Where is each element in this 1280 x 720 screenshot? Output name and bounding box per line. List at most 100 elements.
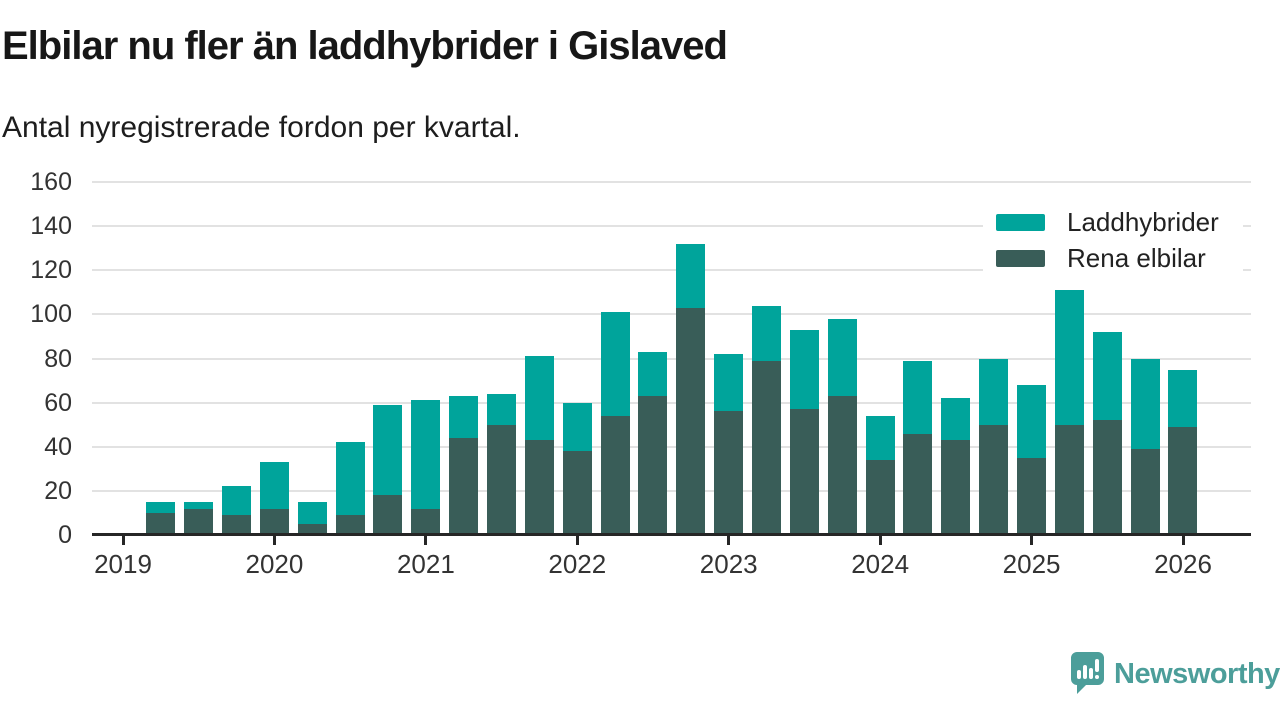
- bar-laddhybrider: [600, 312, 630, 416]
- bar-laddhybrider: [752, 305, 782, 361]
- bar-laddhybrider: [335, 442, 365, 516]
- x-axis-tick: [424, 536, 428, 545]
- gridline-y-120: [92, 269, 1251, 272]
- y-axis-label: 60: [44, 388, 72, 417]
- bar-laddhybrider: [714, 354, 744, 412]
- gridline-y-160: [92, 181, 1251, 183]
- bar-rena-elbilar: [222, 515, 252, 535]
- x-axis-tick: [878, 536, 882, 545]
- bar-rena-elbilar: [449, 437, 479, 535]
- bar-laddhybrider: [297, 501, 327, 524]
- y-axis-label: 120: [30, 256, 72, 285]
- bar-laddhybrider: [449, 396, 479, 438]
- bar-rena-elbilar: [184, 508, 214, 535]
- bar-rena-elbilar: [1168, 426, 1198, 535]
- bar-rena-elbilar: [1130, 448, 1160, 535]
- bar-rena-elbilar: [789, 409, 819, 535]
- x-axis-tick: [1030, 536, 1034, 545]
- bar-laddhybrider: [979, 358, 1009, 425]
- newsworthy-brand-text: Newsworthy: [1114, 658, 1280, 690]
- x-axis-tick: [121, 536, 125, 545]
- y-axis-label: 140: [30, 212, 72, 241]
- bar-laddhybrider: [638, 351, 668, 396]
- legend-label: Laddhybrider: [1067, 206, 1219, 237]
- x-axis-label: 2025: [1002, 549, 1061, 579]
- x-axis-label: 2019: [94, 549, 152, 579]
- x-axis-label: 2024: [851, 549, 910, 579]
- gridline-y-80: [92, 357, 1251, 360]
- newsworthy-logo-icon: [1071, 652, 1104, 694]
- bar-rena-elbilar: [865, 459, 895, 535]
- bar-rena-elbilar: [411, 508, 441, 535]
- y-axis-label: 20: [44, 476, 72, 505]
- x-axis-label: 2021: [396, 549, 455, 579]
- gridline-y-60: [92, 401, 1251, 404]
- bar-rena-elbilar: [1054, 424, 1084, 535]
- bar-laddhybrider: [184, 501, 214, 509]
- bar-rena-elbilar: [487, 424, 517, 535]
- bar-rena-elbilar: [373, 495, 403, 535]
- gridline-y-100: [92, 313, 1251, 316]
- bar-rena-elbilar: [752, 360, 782, 535]
- bar-laddhybrider: [146, 501, 176, 513]
- bar-laddhybrider: [1017, 384, 1047, 458]
- bar-laddhybrider: [941, 398, 971, 441]
- bar-rena-elbilar: [259, 508, 289, 535]
- x-axis-label: 2022: [548, 549, 607, 579]
- bar-laddhybrider: [1092, 332, 1122, 421]
- bar-rena-elbilar: [524, 440, 554, 535]
- x-axis-label: 2026: [1154, 549, 1212, 579]
- y-axis-label: 160: [30, 168, 72, 196]
- y-axis-label: 40: [44, 432, 72, 461]
- legend-item-laddhybrider: Laddhybrider: [996, 206, 1243, 237]
- bar-rena-elbilar: [676, 307, 706, 535]
- bar-rena-elbilar: [1092, 420, 1122, 535]
- bar-laddhybrider: [1130, 358, 1160, 449]
- legend-swatch: [996, 249, 1045, 267]
- bar-rena-elbilar: [979, 424, 1009, 535]
- bar-rena-elbilar: [903, 433, 933, 535]
- bar-rena-elbilar: [562, 451, 592, 535]
- bar-rena-elbilar: [941, 440, 971, 535]
- bar-laddhybrider: [487, 393, 517, 425]
- chart-subtitle: Antal nyregistrerade fordon per kvartal.: [2, 111, 521, 144]
- gridline-y-20: [92, 489, 1251, 492]
- bar-laddhybrider: [676, 243, 706, 308]
- page-title: Elbilar nu fler än laddhybrider i Gislav…: [2, 24, 728, 68]
- legend-label: Rena elbilar: [1067, 242, 1206, 273]
- chart-legend: Laddhybrider Rena elbilar: [983, 196, 1243, 288]
- bar-rena-elbilar: [297, 523, 327, 535]
- bar-laddhybrider: [789, 329, 819, 410]
- legend-item-rena-elbilar: Rena elbilar: [996, 242, 1243, 273]
- bar-laddhybrider: [1168, 369, 1198, 427]
- gridline-y-40: [92, 445, 1251, 448]
- bar-rena-elbilar: [335, 515, 365, 535]
- bar-laddhybrider: [865, 415, 895, 460]
- bar-rena-elbilar: [714, 411, 744, 535]
- x-axis-tick: [1181, 536, 1185, 545]
- bar-rena-elbilar: [146, 512, 176, 535]
- bar-laddhybrider: [524, 356, 554, 441]
- y-axis-label: 100: [30, 300, 72, 329]
- x-axis-tick: [575, 536, 579, 545]
- y-axis-label: 80: [44, 344, 72, 373]
- bar-laddhybrider: [827, 318, 857, 396]
- bar-laddhybrider: [411, 400, 441, 509]
- bar-laddhybrider: [373, 404, 403, 496]
- bar-rena-elbilar: [1017, 457, 1047, 535]
- x-axis-label: 2023: [699, 549, 758, 579]
- x-axis-label: 2020: [245, 549, 304, 579]
- bar-laddhybrider: [222, 486, 252, 516]
- gridline-y-140: [92, 225, 1251, 228]
- x-axis-tick: [727, 536, 731, 545]
- bar-rena-elbilar: [600, 415, 630, 535]
- bar-laddhybrider: [903, 360, 933, 434]
- bar-laddhybrider: [562, 402, 592, 452]
- bar-rena-elbilar: [638, 396, 668, 535]
- newsworthy-branding: Newsworthy: [1070, 651, 1280, 695]
- legend-swatch: [996, 213, 1045, 231]
- y-axis-label: 0: [58, 521, 72, 549]
- x-axis-line: [92, 533, 1251, 536]
